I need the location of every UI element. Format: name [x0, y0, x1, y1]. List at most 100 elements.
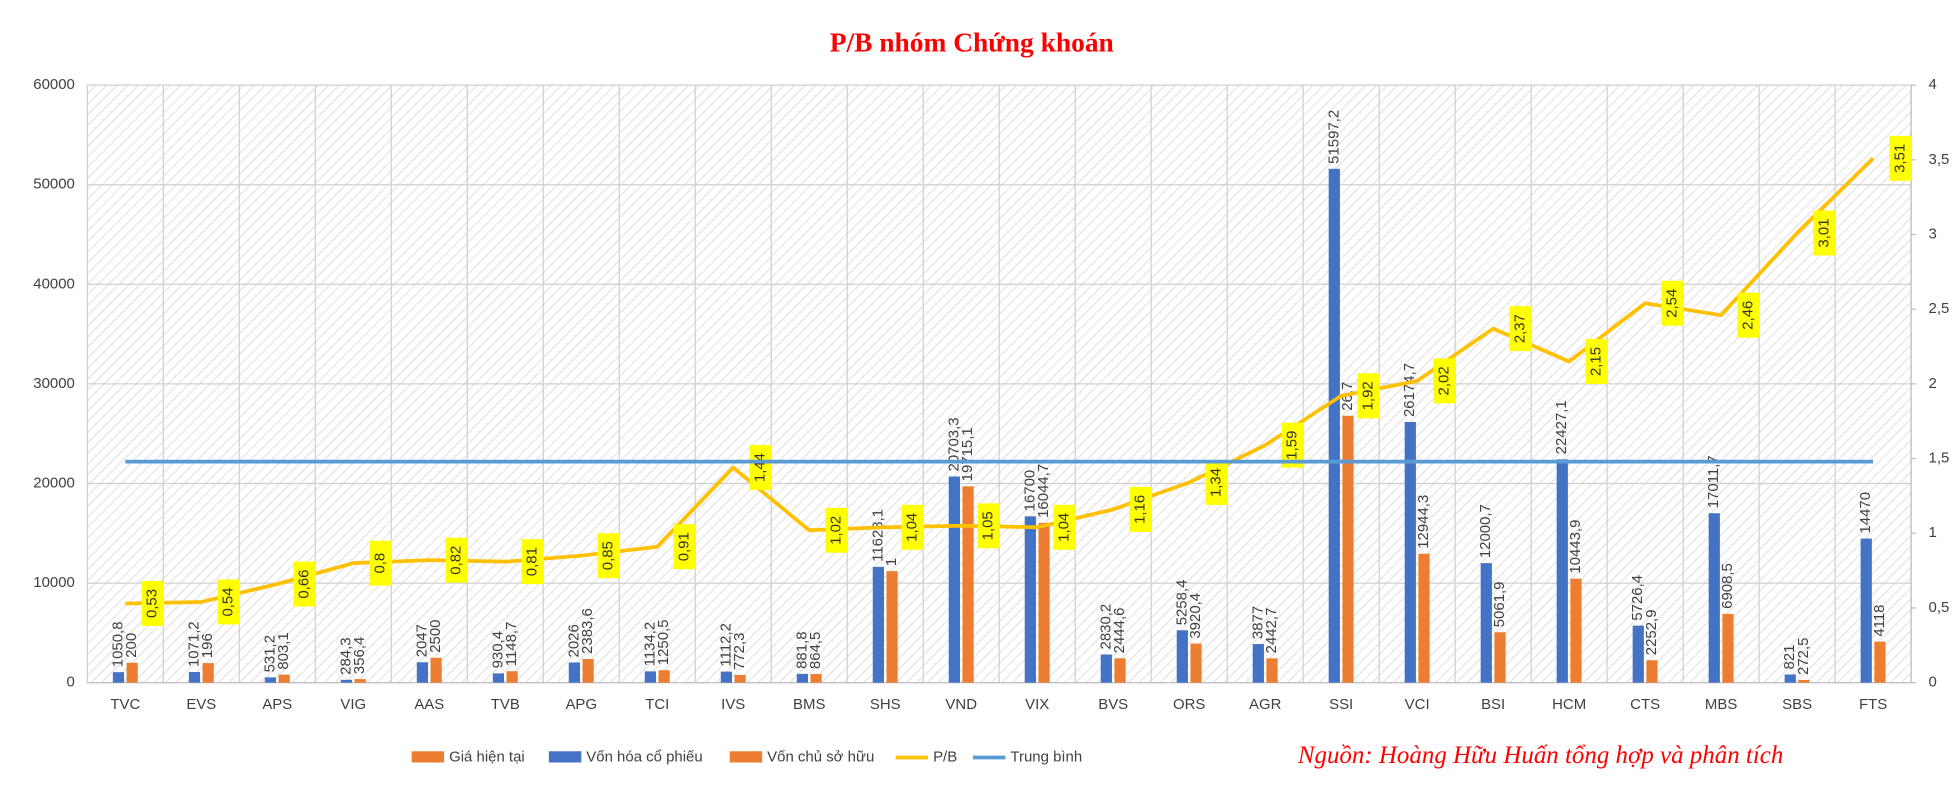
- data-label-box: 0,53: [141, 581, 164, 626]
- data-label-box: 3,01: [1813, 210, 1836, 256]
- bar: [1176, 630, 1188, 683]
- label-background: [1585, 339, 1608, 384]
- data-label: 200: [123, 633, 140, 658]
- x-tick-label: IVS: [721, 696, 745, 713]
- data-label: 16044,7: [1035, 464, 1052, 518]
- bar: [644, 671, 657, 683]
- x-tick-label: APS: [262, 696, 292, 713]
- data-label: 1,16: [1132, 495, 1149, 524]
- y2-tick-label: 3: [1929, 225, 1937, 242]
- data-label-box: 0,66: [293, 561, 316, 607]
- bar: [582, 658, 594, 683]
- data-label: 12944,3: [1415, 495, 1432, 549]
- data-label-box: 2,15: [1585, 339, 1608, 384]
- data-label-box: 0,82: [445, 537, 468, 583]
- data-label-box: 1,59: [1281, 422, 1304, 468]
- data-label: 1,02: [828, 516, 845, 545]
- bar: [1114, 658, 1126, 683]
- x-tick-label: ORS: [1173, 696, 1205, 713]
- data-label: 1,92: [1360, 381, 1377, 410]
- data-label-box: 3,51: [1889, 135, 1912, 181]
- data-label: 531,2: [261, 635, 278, 672]
- data-label: 10443,9: [1567, 520, 1584, 574]
- y-tick-label: 60000: [33, 76, 75, 93]
- y-tick-label: 10000: [33, 574, 75, 591]
- data-label: 881,8: [793, 631, 810, 668]
- data-label: 803,1: [275, 632, 292, 669]
- bar: [1328, 168, 1340, 683]
- data-label-box: 2,02: [1433, 358, 1456, 404]
- y2-tick-label: 2: [1929, 375, 1937, 392]
- label-background: [1737, 292, 1760, 338]
- x-tick-label: APG: [565, 696, 597, 713]
- legend-swatch: [729, 751, 763, 763]
- data-label: 26174,7: [1401, 363, 1418, 417]
- data-label-box: 1,05: [977, 503, 1000, 549]
- label-background: [1205, 460, 1228, 505]
- bar: [810, 674, 822, 683]
- bar: [1570, 578, 1582, 683]
- data-label-box: 0,81: [521, 539, 544, 585]
- data-label-box: 1,34: [1205, 460, 1228, 505]
- y-tick-label: 30000: [33, 375, 75, 392]
- data-label: 5258,4: [1173, 580, 1190, 626]
- data-label: 0,53: [144, 589, 161, 618]
- x-tick-label: EVS: [186, 696, 216, 713]
- bar: [1418, 553, 1430, 683]
- x-tick-label: AAS: [414, 696, 444, 713]
- data-label: 864,5: [807, 632, 824, 669]
- y-tick-label: 0: [67, 674, 75, 691]
- bar: [1632, 625, 1644, 683]
- bar: [126, 662, 138, 683]
- bar: [1708, 513, 1720, 683]
- label-background: [1129, 486, 1152, 532]
- y-tick-label: 50000: [33, 176, 75, 193]
- data-label: 17011,7: [1705, 455, 1722, 508]
- y2-tick-label: 3,5: [1929, 151, 1950, 168]
- data-label: 12000,7: [1477, 504, 1494, 558]
- legend-swatch: [411, 751, 445, 763]
- bar: [1784, 674, 1796, 683]
- data-label: 2830,2: [1097, 604, 1114, 650]
- label-background: [977, 503, 1000, 549]
- data-label: 0,85: [600, 541, 617, 570]
- data-label: 2,37: [1512, 314, 1529, 343]
- y2-tick-label: 2,5: [1929, 300, 1950, 317]
- label-background: [521, 539, 544, 585]
- x-tick-label: TVC: [110, 696, 140, 713]
- legend-label: Vốn hóa cổ phiếu: [586, 748, 702, 765]
- x-tick-label: SBS: [1782, 696, 1812, 713]
- bar: [720, 671, 732, 683]
- legend-swatch: [548, 751, 582, 763]
- legend-label: Vốn chủ sở hữu: [767, 748, 874, 765]
- bar: [506, 671, 518, 683]
- data-label: 3877: [1249, 606, 1266, 639]
- bar: [796, 673, 808, 683]
- data-label: 0,81: [524, 547, 541, 576]
- label-background: [217, 579, 240, 625]
- bar: [1798, 679, 1810, 683]
- data-label: 2,46: [1740, 301, 1757, 330]
- bar: [1100, 654, 1112, 683]
- data-label: 0,66: [296, 570, 313, 599]
- y2-tick-label: 1,5: [1929, 450, 1950, 467]
- data-label: 1,05: [980, 511, 997, 540]
- data-label-box: 0,91: [673, 524, 696, 570]
- bar: [264, 677, 277, 683]
- label-background: [1509, 306, 1532, 352]
- y2-tick-label: 4: [1929, 76, 1937, 93]
- data-label: 2047: [413, 624, 430, 657]
- label-background: [1661, 280, 1684, 326]
- data-label: 272,5: [1795, 638, 1812, 675]
- data-label: 1,04: [1056, 513, 1073, 542]
- x-tick-label: BSI: [1481, 696, 1505, 713]
- bar: [430, 657, 442, 683]
- data-label: 772,3: [731, 633, 748, 670]
- data-label: 0,54: [220, 587, 237, 616]
- data-label: 0,8: [372, 553, 389, 574]
- bar: [354, 679, 366, 683]
- y2-tick-label: 0: [1929, 674, 1937, 691]
- label-background: [1281, 422, 1304, 468]
- data-label: 20703,3: [945, 417, 962, 471]
